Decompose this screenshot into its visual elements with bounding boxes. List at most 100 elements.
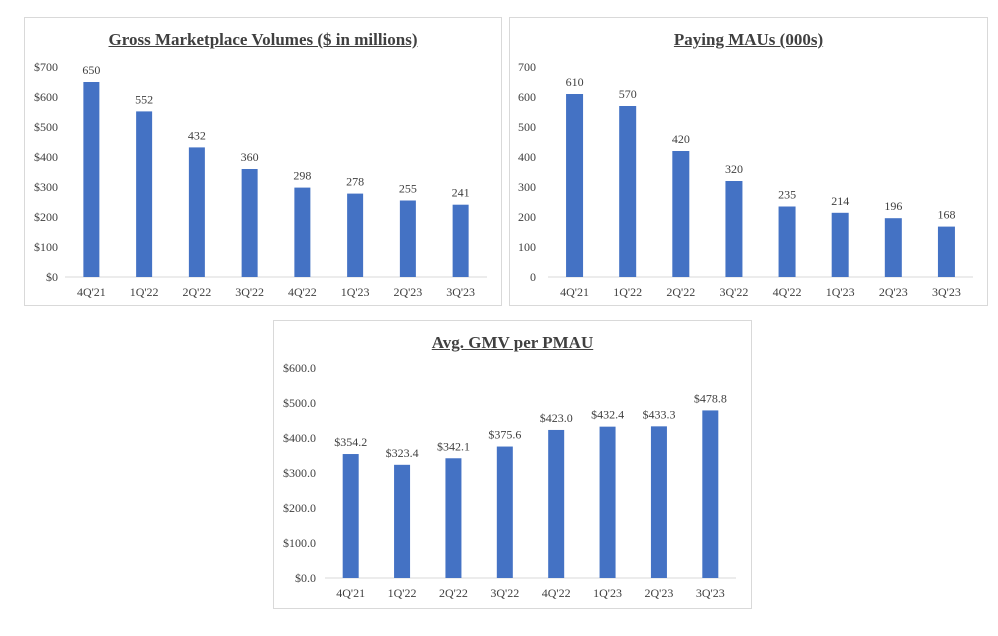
bar (566, 94, 584, 277)
x-category-label: 4Q'22 (542, 586, 571, 600)
y-tick-label: $600 (34, 90, 58, 104)
bar (831, 212, 849, 277)
x-category-label: 3Q'23 (446, 285, 475, 299)
bar (347, 193, 364, 277)
x-category-label: 1Q'22 (388, 586, 417, 600)
x-category-label: 4Q'22 (288, 285, 317, 299)
y-tick-label: $500 (34, 120, 58, 134)
x-category-label: 4Q'22 (773, 285, 802, 299)
data-label: 360 (241, 150, 259, 164)
x-category-label: 3Q'22 (490, 586, 519, 600)
bar (188, 147, 205, 277)
data-label: 650 (82, 63, 100, 77)
chart-title: Avg. GMV per PMAU (431, 333, 594, 352)
y-tick-label: $300 (34, 180, 58, 194)
bar (937, 226, 955, 277)
y-tick-label: $200 (34, 210, 58, 224)
data-label: 552 (135, 92, 153, 106)
bar (342, 454, 359, 578)
data-label: $423.0 (540, 411, 573, 425)
y-tick-label: $200.0 (283, 501, 316, 515)
x-category-label: 3Q'22 (235, 285, 264, 299)
y-tick-label: 300 (518, 180, 536, 194)
data-label: $323.4 (386, 446, 419, 460)
x-category-label: 2Q'23 (879, 285, 908, 299)
y-tick-label: 400 (518, 150, 536, 164)
data-label: 255 (399, 182, 417, 196)
bar (445, 458, 462, 578)
data-label: 168 (937, 208, 955, 222)
x-category-label: 1Q'23 (826, 285, 855, 299)
data-label: 298 (293, 169, 311, 183)
paying-maus-chart-plot: 0 100 200 300 400 500 600 700 610 4Q'21 570 1Q'22 42… (518, 60, 973, 299)
y-tick-label: 700 (518, 60, 536, 74)
bar (294, 187, 311, 277)
data-label: 610 (566, 75, 584, 89)
gmv-chart-panel: Gross Marketplace Volumes ($ in millions… (24, 17, 502, 306)
chart-title: Gross Marketplace Volumes ($ in millions… (108, 30, 418, 49)
bar (399, 200, 416, 277)
data-label: $433.3 (642, 407, 675, 421)
avg-gmv-per-pmau-chart-plot: $0.0 $100.0 $200.0 $300.0 $400.0 $500.0 $600.0… (283, 361, 736, 600)
bar (702, 410, 719, 578)
y-tick-label: $500.0 (283, 396, 316, 410)
x-category-label: 1Q'22 (613, 285, 642, 299)
bar (672, 151, 690, 277)
x-category-label: 2Q'22 (439, 586, 468, 600)
bar (241, 169, 258, 277)
data-label: 570 (619, 87, 637, 101)
data-label: $354.2 (334, 435, 367, 449)
data-label: 320 (725, 162, 743, 176)
y-tick-label: 600 (518, 90, 536, 104)
y-tick-label: $400 (34, 150, 58, 164)
data-label: $478.8 (694, 391, 727, 405)
x-category-label: 4Q'21 (77, 285, 106, 299)
x-category-label: 1Q'23 (341, 285, 370, 299)
paying-maus-chart-panel: Paying MAUs (000s) 0 100 200 300 400 500 600 70… (509, 17, 988, 306)
y-tick-label: 0 (530, 270, 536, 284)
data-label: 432 (188, 128, 206, 142)
gmv-chart-plot: $0 $100 $200 $300 $400 $500 $600 $700 650 4Q'21 55… (34, 60, 487, 299)
data-label: $375.6 (488, 428, 521, 442)
x-category-label: 3Q'23 (696, 586, 725, 600)
data-label: $432.4 (591, 408, 624, 422)
data-label: $342.1 (437, 439, 470, 453)
y-tick-label: $300.0 (283, 466, 316, 480)
y-tick-label: $0.0 (295, 571, 316, 585)
data-label: 278 (346, 175, 364, 189)
y-tick-label: 100 (518, 240, 536, 254)
y-tick-label: 200 (518, 210, 536, 224)
data-label: 214 (831, 194, 849, 208)
x-category-label: 1Q'22 (130, 285, 159, 299)
bar (650, 426, 667, 578)
avg-gmv-per-pmau-chart-panel: Avg. GMV per PMAU $0.0 $100.0 $200.0 $300.0… (273, 320, 752, 609)
y-tick-label: 500 (518, 120, 536, 134)
y-tick-label: $100.0 (283, 536, 316, 550)
bar (599, 426, 616, 578)
bar (725, 181, 743, 277)
x-category-label: 4Q'21 (336, 586, 365, 600)
bar (452, 204, 469, 277)
bar (884, 218, 902, 277)
bar (136, 111, 153, 278)
bar (496, 446, 513, 578)
x-category-label: 2Q'23 (393, 285, 422, 299)
x-category-label: 4Q'21 (560, 285, 589, 299)
x-category-label: 3Q'23 (932, 285, 961, 299)
data-label: 241 (452, 186, 470, 200)
y-tick-label: $700 (34, 60, 58, 74)
x-category-label: 2Q'23 (645, 586, 674, 600)
x-category-label: 2Q'22 (182, 285, 211, 299)
y-tick-label: $100 (34, 240, 58, 254)
x-category-label: 2Q'22 (666, 285, 695, 299)
y-tick-label: $600.0 (283, 361, 316, 375)
x-category-label: 1Q'23 (593, 586, 622, 600)
chart-title: Paying MAUs (000s) (673, 30, 824, 49)
y-tick-label: $0 (46, 270, 58, 284)
data-label: 235 (778, 188, 796, 202)
x-category-label: 3Q'22 (720, 285, 749, 299)
data-label: 196 (884, 199, 902, 213)
bar (619, 106, 637, 277)
bar (778, 206, 796, 277)
y-tick-label: $400.0 (283, 431, 316, 445)
